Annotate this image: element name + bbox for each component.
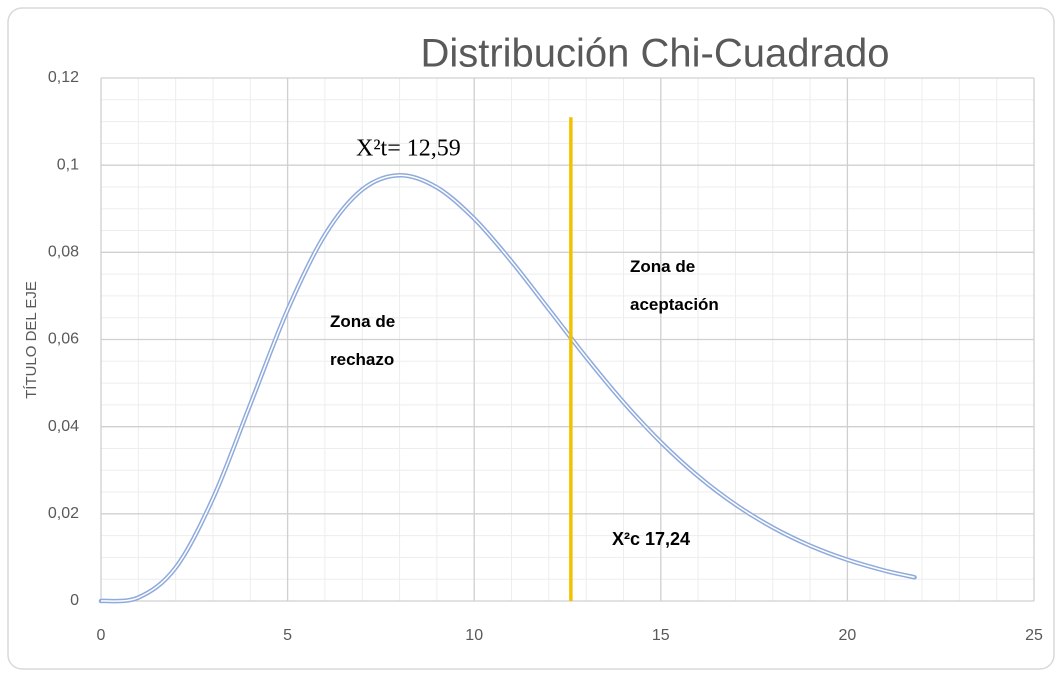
annotation-box: Zona de aceptación — [630, 257, 719, 314]
x-tick-label: 10 — [465, 627, 483, 644]
y-tick-label: 0,06 — [48, 331, 79, 348]
line-series-inner — [100, 174, 915, 602]
x-tick-label: 25 — [1025, 627, 1043, 644]
plot — [98, 117, 917, 604]
y-tick-label: 0,12 — [48, 69, 79, 86]
annotation: X²t= 12,59 — [356, 136, 461, 162]
x-tick-label: 15 — [652, 627, 670, 644]
x-tick-label: 5 — [283, 627, 292, 644]
grid — [100, 77, 1035, 602]
y-tick-label: 0,02 — [48, 505, 79, 522]
y-tick-label: 0,08 — [48, 244, 79, 261]
y-tick-label: 0,04 — [48, 418, 79, 435]
chart-title: Distribución Chi-Cuadrado — [420, 32, 889, 76]
chart-frame — [7, 7, 1055, 670]
annotation: Zona de rechazo — [330, 312, 396, 369]
x-tick-label: 0 — [97, 627, 106, 644]
annotation: X²c 17,24 — [612, 529, 690, 549]
y-axis-label: TÍTULO DEL EJE — [23, 281, 40, 399]
y-tick-label: 0,1 — [57, 156, 79, 173]
x-tick-label: 20 — [839, 627, 857, 644]
y-tick-label: 0 — [70, 592, 79, 609]
annotation-box: Zona de rechazo — [330, 312, 396, 369]
annotation: Zona de aceptación — [630, 257, 719, 314]
